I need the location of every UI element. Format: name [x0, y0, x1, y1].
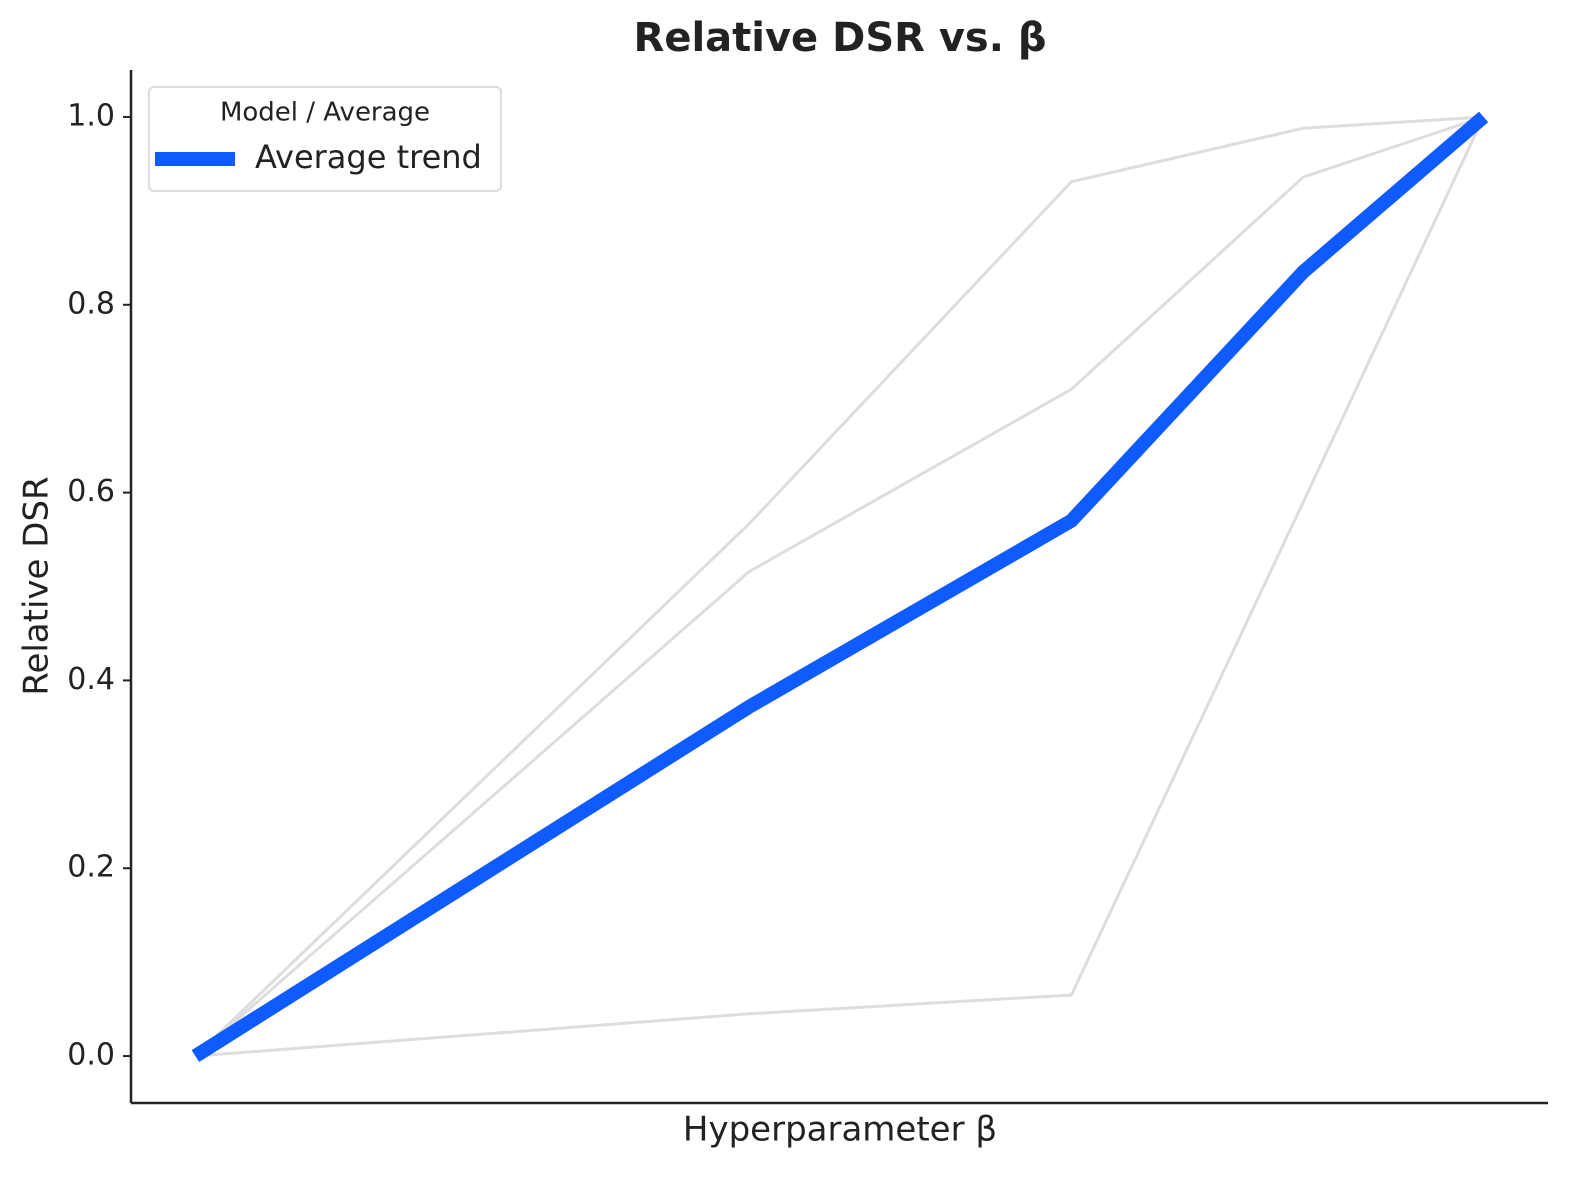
y-tick-label: 0.4: [67, 662, 115, 697]
model-line: [195, 116, 1485, 1058]
y-axis-label: Relative DSR: [17, 476, 57, 695]
legend-label: Average trend: [255, 138, 482, 176]
y-tick-label: 0.2: [67, 850, 115, 885]
y-tick-label: 1.0: [67, 98, 115, 133]
y-tick-label: 0.8: [67, 286, 115, 321]
y-tick-label: 0.6: [67, 474, 115, 509]
average-line: [191, 111, 1489, 1062]
model-line: [194, 115, 1485, 1058]
legend-title: Model / Average: [220, 98, 430, 128]
legend: Model / Average Average trend: [148, 86, 502, 192]
y-tick-label: 0.0: [67, 1038, 115, 1073]
chart-title: Relative DSR vs. β: [634, 15, 1047, 61]
model-line: [194, 115, 1484, 1058]
legend-box: [148, 86, 502, 192]
x-axis-label: Hyperparameter β: [683, 1110, 997, 1150]
